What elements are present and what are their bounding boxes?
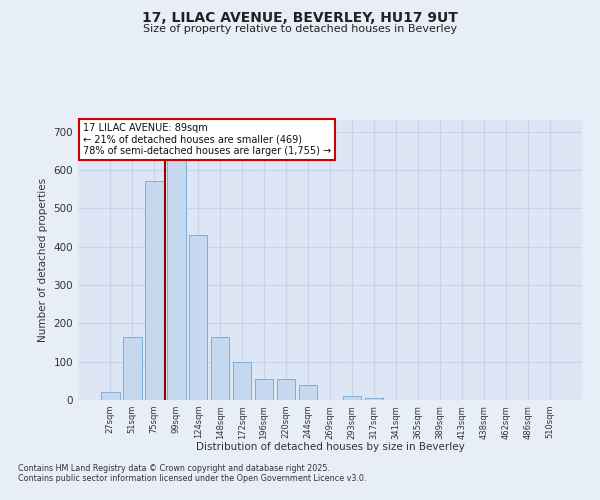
Bar <box>101 392 119 400</box>
Bar <box>343 396 361 400</box>
Text: Contains HM Land Registry data © Crown copyright and database right 2025.: Contains HM Land Registry data © Crown c… <box>18 464 330 473</box>
Text: Size of property relative to detached houses in Beverley: Size of property relative to detached ho… <box>143 24 457 34</box>
Bar <box>233 362 251 400</box>
Bar <box>167 154 185 400</box>
Text: Distribution of detached houses by size in Beverley: Distribution of detached houses by size … <box>196 442 464 452</box>
Bar <box>365 398 383 400</box>
Y-axis label: Number of detached properties: Number of detached properties <box>38 178 48 342</box>
Bar <box>299 384 317 400</box>
Bar <box>189 235 208 400</box>
Bar <box>145 182 164 400</box>
Bar <box>255 379 274 400</box>
Bar <box>211 336 229 400</box>
Bar <box>123 336 142 400</box>
Bar <box>277 379 295 400</box>
Text: 17, LILAC AVENUE, BEVERLEY, HU17 9UT: 17, LILAC AVENUE, BEVERLEY, HU17 9UT <box>142 11 458 25</box>
Text: Contains public sector information licensed under the Open Government Licence v3: Contains public sector information licen… <box>18 474 367 483</box>
Text: 17 LILAC AVENUE: 89sqm
← 21% of detached houses are smaller (469)
78% of semi-de: 17 LILAC AVENUE: 89sqm ← 21% of detached… <box>83 123 331 156</box>
